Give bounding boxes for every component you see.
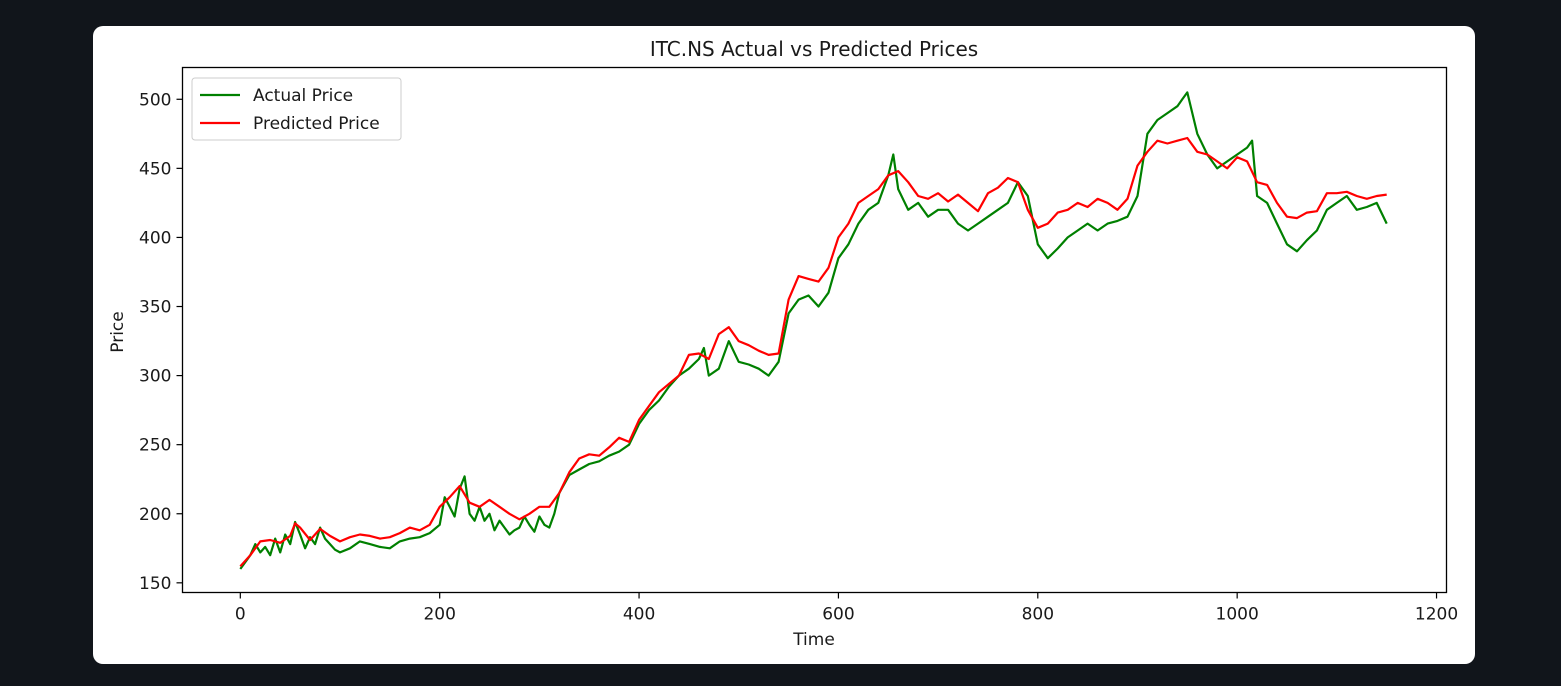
y-axis: 150 200 250 300 350 400 450 500 (139, 90, 183, 594)
y-tick-label: 500 (139, 90, 171, 110)
series-line-0 (239, 91, 1388, 570)
legend-label-predicted: Predicted Price (253, 114, 380, 134)
plot-frame (181, 66, 1448, 594)
y-tick-label: 300 (139, 367, 171, 387)
y-axis-label: Price (108, 311, 128, 352)
x-tick-label: 1200 (1415, 605, 1458, 625)
x-tick-label: 0 (235, 605, 246, 625)
plot-area (239, 91, 1388, 570)
x-tick-label: 1000 (1216, 605, 1259, 625)
y-tick-label: 250 (139, 436, 171, 456)
x-tick-label: 800 (1022, 605, 1054, 625)
x-axis-label: Time (792, 630, 835, 650)
y-tick-label: 150 (139, 574, 171, 594)
series-line-1 (239, 136, 1387, 568)
y-tick-label: 350 (139, 298, 171, 318)
legend-label-actual: Actual Price (253, 86, 353, 106)
x-axis: 0 200 400 600 800 1000 1200 (235, 592, 1458, 625)
price-chart: ITC.NS Actual vs Predicted Prices Time P… (108, 37, 1458, 650)
y-tick-label: 450 (139, 159, 171, 179)
x-tick-label: 400 (623, 605, 655, 625)
chart-card: ITC.NS Actual vs Predicted Prices Time P… (93, 26, 1475, 664)
y-tick-label: 200 (139, 505, 171, 525)
legend: Actual Price Predicted Price (191, 77, 402, 141)
chart-title: ITC.NS Actual vs Predicted Prices (650, 37, 978, 61)
x-tick-label: 200 (423, 605, 455, 625)
y-tick-label: 400 (139, 228, 171, 248)
x-tick-label: 600 (822, 605, 854, 625)
legend-box (191, 77, 402, 141)
